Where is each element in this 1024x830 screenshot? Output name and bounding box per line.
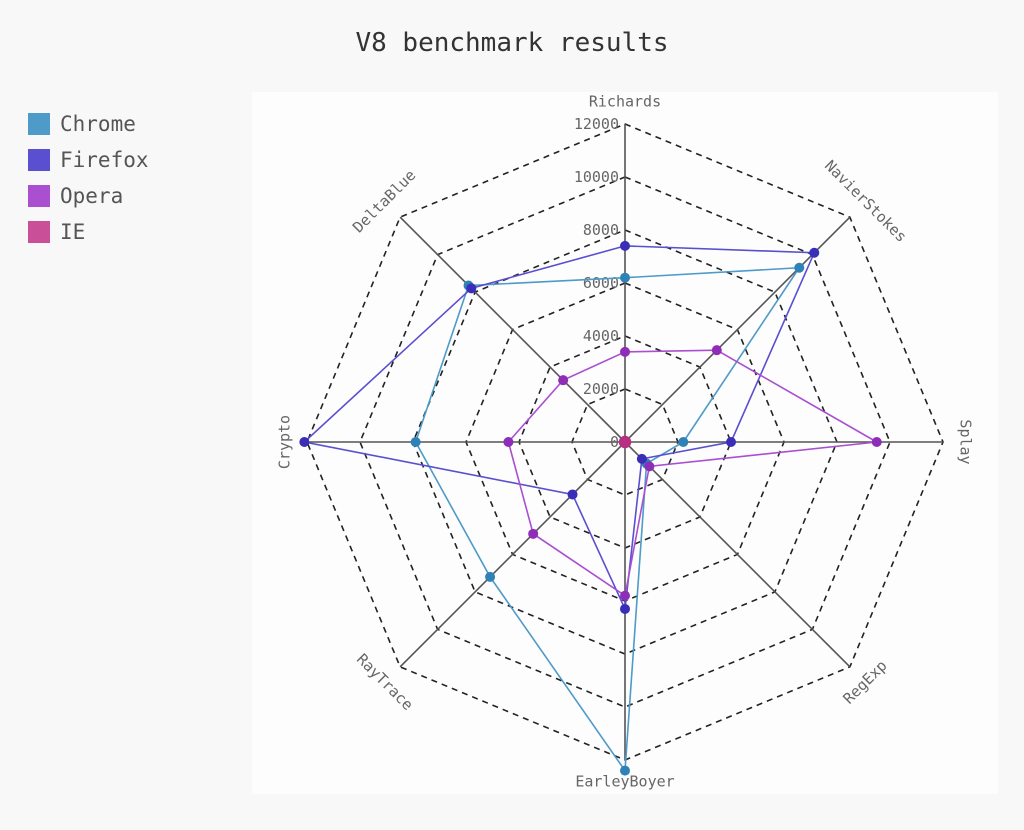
legend-label-chrome: Chrome bbox=[60, 112, 136, 136]
category-label-splay: Splay bbox=[957, 419, 975, 464]
legend: Chrome Firefox Opera IE bbox=[28, 106, 149, 250]
tick-label-10000: 10000 bbox=[574, 168, 619, 186]
legend-label-ie: IE bbox=[60, 220, 86, 244]
point-firefox-regexp[interactable] bbox=[636, 453, 647, 464]
point-chrome-crypto[interactable] bbox=[410, 437, 421, 447]
series-firefox bbox=[299, 240, 820, 614]
series-ie bbox=[618, 435, 632, 449]
legend-swatch-firefox bbox=[28, 149, 50, 171]
point-chrome-earleyboyer[interactable] bbox=[620, 765, 630, 776]
axis-regexp bbox=[624, 441, 851, 668]
tick-label-0: 0 bbox=[610, 433, 619, 451]
legend-item-opera[interactable]: Opera bbox=[28, 178, 149, 214]
point-opera-earleyboyer[interactable] bbox=[620, 590, 630, 601]
point-chrome-splay[interactable] bbox=[678, 437, 689, 447]
axis-raytrace bbox=[399, 441, 626, 668]
series-line-opera bbox=[507, 349, 880, 598]
point-chrome-richards[interactable] bbox=[620, 272, 630, 283]
point-firefox-richards[interactable] bbox=[620, 240, 630, 251]
legend-label-firefox: Firefox bbox=[60, 148, 149, 172]
legend-item-ie[interactable]: IE bbox=[28, 214, 149, 250]
point-opera-splay[interactable] bbox=[871, 437, 882, 447]
point-opera-deltablue[interactable] bbox=[558, 375, 569, 386]
legend-swatch-chrome bbox=[28, 113, 50, 135]
point-firefox-deltablue[interactable] bbox=[466, 283, 477, 294]
category-label-crypto: Crypto bbox=[276, 415, 294, 469]
radial-tick-labels: 0 2000 4000 6000 8000 10000 12000 bbox=[574, 115, 619, 451]
point-opera-richards[interactable] bbox=[620, 346, 630, 357]
data-series bbox=[299, 240, 882, 776]
legend-swatch-opera bbox=[28, 185, 50, 207]
point-firefox-raytrace[interactable] bbox=[567, 489, 578, 500]
category-label-richards: Richards bbox=[589, 93, 661, 111]
series-opera bbox=[503, 345, 882, 601]
legend-label-opera: Opera bbox=[60, 184, 124, 208]
radar-axes bbox=[307, 124, 943, 760]
tick-label-2000: 2000 bbox=[583, 380, 619, 398]
legend-item-chrome[interactable]: Chrome bbox=[28, 106, 149, 142]
category-label-earleyboyer: EarleyBoyer bbox=[575, 773, 674, 791]
point-firefox-earleyboyer[interactable] bbox=[620, 603, 630, 614]
tick-label-12000: 12000 bbox=[574, 115, 619, 133]
tick-label-8000: 8000 bbox=[583, 221, 619, 239]
tick-label-4000: 4000 bbox=[583, 327, 619, 345]
axis-deltablue bbox=[399, 216, 626, 443]
point-chrome-raytrace[interactable] bbox=[485, 571, 496, 582]
chart-title: V8 benchmark results bbox=[355, 28, 669, 58]
point-firefox-splay[interactable] bbox=[726, 437, 736, 447]
point-opera-regexp[interactable] bbox=[644, 461, 655, 472]
point-opera-navierstokes[interactable] bbox=[711, 345, 722, 356]
legend-swatch-ie bbox=[28, 221, 50, 243]
tick-label-6000: 6000 bbox=[583, 274, 619, 292]
point-chrome-navierstokes[interactable] bbox=[794, 262, 805, 273]
legend-item-firefox[interactable]: Firefox bbox=[28, 142, 149, 178]
point-opera-raytrace[interactable] bbox=[528, 528, 539, 539]
point-firefox-crypto[interactable] bbox=[299, 437, 310, 447]
point-opera-crypto[interactable] bbox=[503, 437, 514, 447]
point-ie-deltablue[interactable] bbox=[619, 436, 630, 447]
point-firefox-navierstokes[interactable] bbox=[809, 247, 820, 258]
